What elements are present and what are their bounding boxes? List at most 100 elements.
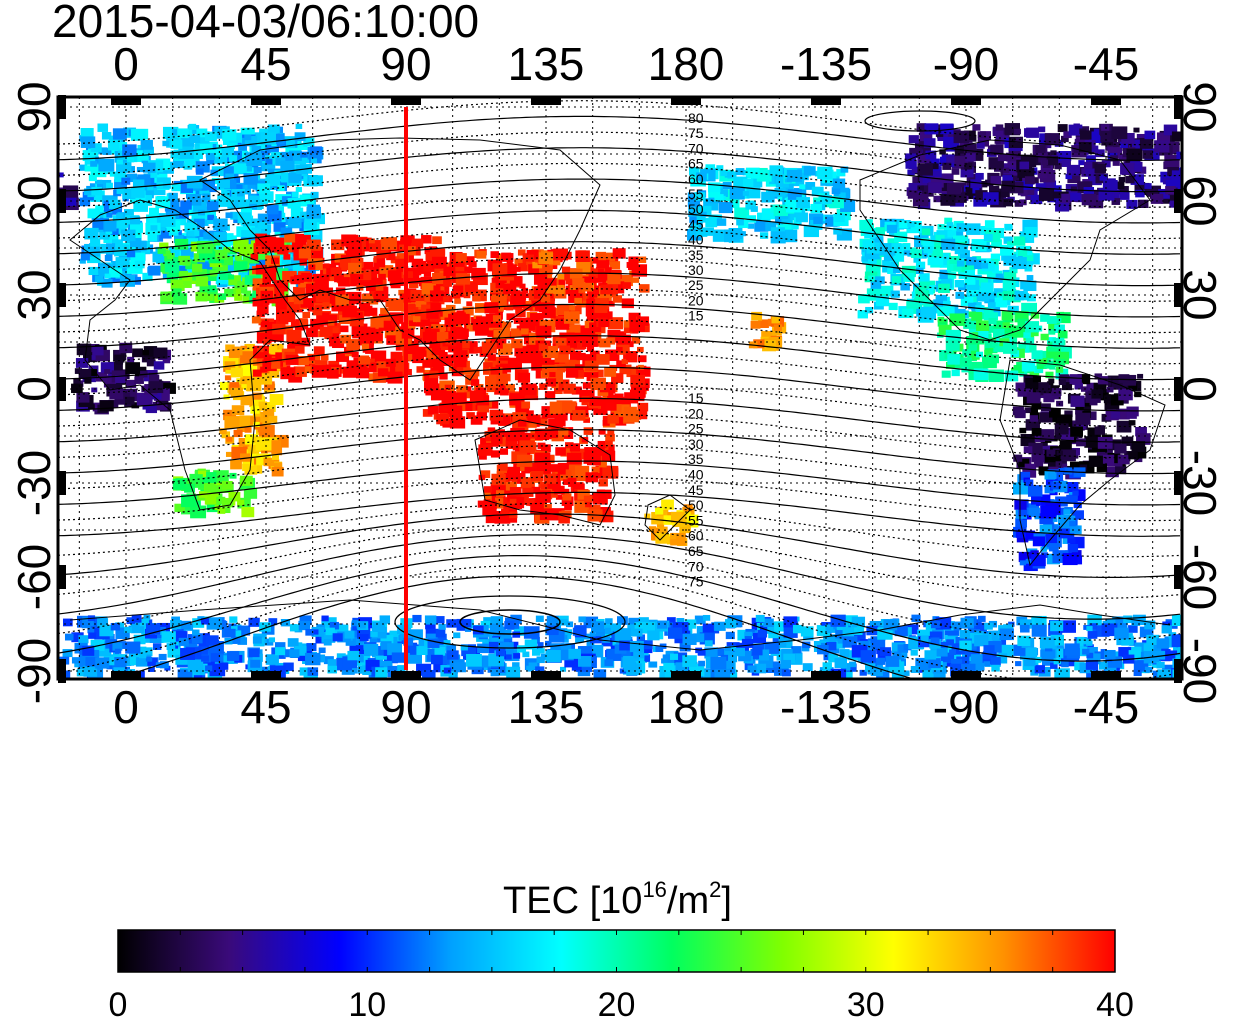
mag-contour — [58, 335, 1181, 381]
tec-region-southeast-asia — [421, 248, 651, 433]
contour-label: 60 — [688, 171, 704, 187]
lon-tick — [250, 671, 281, 679]
mag-contour — [58, 397, 1181, 443]
mag-contour — [58, 272, 1181, 318]
mag-contour — [58, 366, 1181, 412]
lat-tick — [1174, 564, 1182, 589]
contour-label: 45 — [688, 216, 704, 232]
lat-tick — [1174, 470, 1182, 495]
mag-contour — [58, 513, 1181, 578]
mag-pole-contour — [394, 595, 626, 649]
contour-label: 40 — [688, 232, 704, 248]
right-lat-label: 60 — [1174, 175, 1226, 226]
bottom-lon-label: -90 — [933, 681, 999, 733]
left-lat-label: 60 — [8, 175, 60, 226]
mag-contour — [110, 575, 917, 679]
contour-label: 25 — [688, 421, 704, 437]
lon-tick — [250, 97, 281, 105]
top-lon-label: -135 — [780, 38, 872, 90]
tec-region-central-america — [937, 310, 1072, 383]
lon-tick — [111, 671, 141, 679]
colorbar — [117, 929, 1116, 973]
tec-region-east-africa — [219, 343, 289, 477]
contour-label: 75 — [688, 125, 704, 141]
right-lat-label: 0 — [1174, 376, 1226, 402]
magnetic-latitude-contours — [58, 100, 1181, 679]
lon-tick — [810, 671, 841, 679]
mag-contour — [58, 502, 1181, 558]
lat-tick — [58, 95, 66, 120]
contour-label: 80 — [688, 110, 704, 126]
mag-contour — [58, 303, 1181, 349]
colorbar-title: TEC [1016/m2] — [503, 877, 732, 922]
contour-label: 50 — [688, 201, 704, 217]
mag-pole-contour — [864, 110, 976, 132]
lat-tick — [58, 658, 66, 683]
contour-label: 30 — [688, 262, 704, 278]
coastline — [199, 137, 601, 381]
lat-tick — [1174, 95, 1182, 120]
contour-label: 75 — [688, 574, 704, 590]
lon-tick — [1090, 671, 1121, 679]
coastline — [69, 199, 311, 511]
tec-region-southern-africa — [172, 468, 258, 519]
colorbar-tick-label: 20 — [598, 986, 636, 1021]
lon-tick — [810, 97, 841, 105]
left-lat-label: -60 — [8, 544, 60, 610]
top-lon-label: 45 — [240, 38, 291, 90]
lon-tick — [950, 97, 981, 105]
right-lat-label: -60 — [1174, 544, 1226, 610]
mag-contour — [58, 147, 1181, 193]
bottom-lon-label: 180 — [648, 681, 725, 733]
lat-tick — [1174, 658, 1182, 683]
contour-label: 70 — [688, 140, 704, 156]
lat-tick — [1174, 377, 1182, 401]
contour-label: 45 — [688, 482, 704, 498]
contour-label: 50 — [688, 497, 704, 513]
mag-contour — [58, 523, 1181, 599]
coastline — [999, 359, 1166, 567]
contour-label: 65 — [688, 156, 704, 172]
tec-data-layer — [58, 123, 1182, 679]
mag-contour — [58, 241, 1181, 287]
lat-tick — [1174, 189, 1182, 214]
contour-label: 55 — [688, 512, 704, 528]
colorbar-tick-label: 30 — [847, 986, 885, 1021]
mag-contour — [58, 115, 1181, 161]
bottom-lon-label: -135 — [780, 681, 872, 733]
lat-tick — [58, 377, 66, 401]
bottom-lon-label: 45 — [240, 681, 291, 733]
colorbar-tick-label: 40 — [1096, 986, 1134, 1021]
lat-tick — [1174, 283, 1182, 308]
lat-tick — [58, 283, 66, 308]
bottom-lon-label: -45 — [1073, 681, 1139, 733]
right-lat-label: 90 — [1174, 81, 1226, 132]
lon-tick — [111, 97, 141, 105]
bottom-lon-label: 135 — [508, 681, 585, 733]
contour-label: 55 — [688, 186, 704, 202]
contour-labels: 8075706560555045403530252015152025303540… — [688, 110, 704, 590]
coastlines — [69, 137, 1171, 651]
left-lat-label: 90 — [8, 81, 60, 132]
right-lat-label: 30 — [1174, 269, 1226, 320]
lon-tick — [670, 671, 701, 679]
coastline — [644, 494, 691, 541]
lon-tick — [1090, 97, 1121, 105]
mag-contour — [58, 544, 1181, 641]
tec-region-alaska-pacific — [687, 164, 856, 244]
mag-contour — [58, 209, 1181, 255]
lat-tick — [58, 470, 66, 495]
top-lon-label: 0 — [113, 38, 139, 90]
colorbar-ticks: 0 10 20 30 40 — [109, 930, 1134, 1021]
right-lat-label: -30 — [1174, 450, 1226, 516]
coastline — [69, 599, 1171, 651]
top-lon-label: 180 — [648, 38, 725, 90]
contour-label: 25 — [688, 277, 704, 293]
tec-region-europe-north-atlantic — [79, 123, 325, 289]
mag-contour — [58, 491, 1181, 537]
top-lon-label: -90 — [933, 38, 999, 90]
contour-label: 30 — [688, 436, 704, 452]
left-lat-label: 0 — [8, 376, 60, 402]
lat-lon-grid — [58, 97, 1182, 679]
axis-labels: 0045459090135135180180-135-135-90-90-45-… — [8, 38, 1226, 733]
